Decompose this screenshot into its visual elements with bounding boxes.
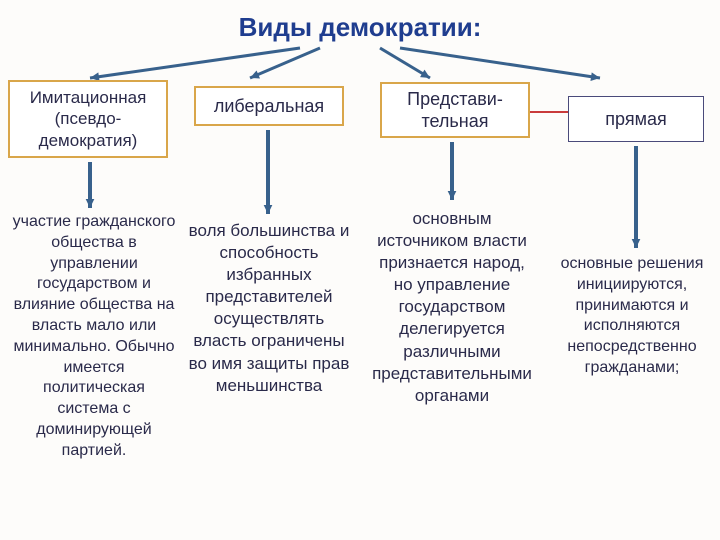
mid-arrow-dir <box>0 0 720 540</box>
